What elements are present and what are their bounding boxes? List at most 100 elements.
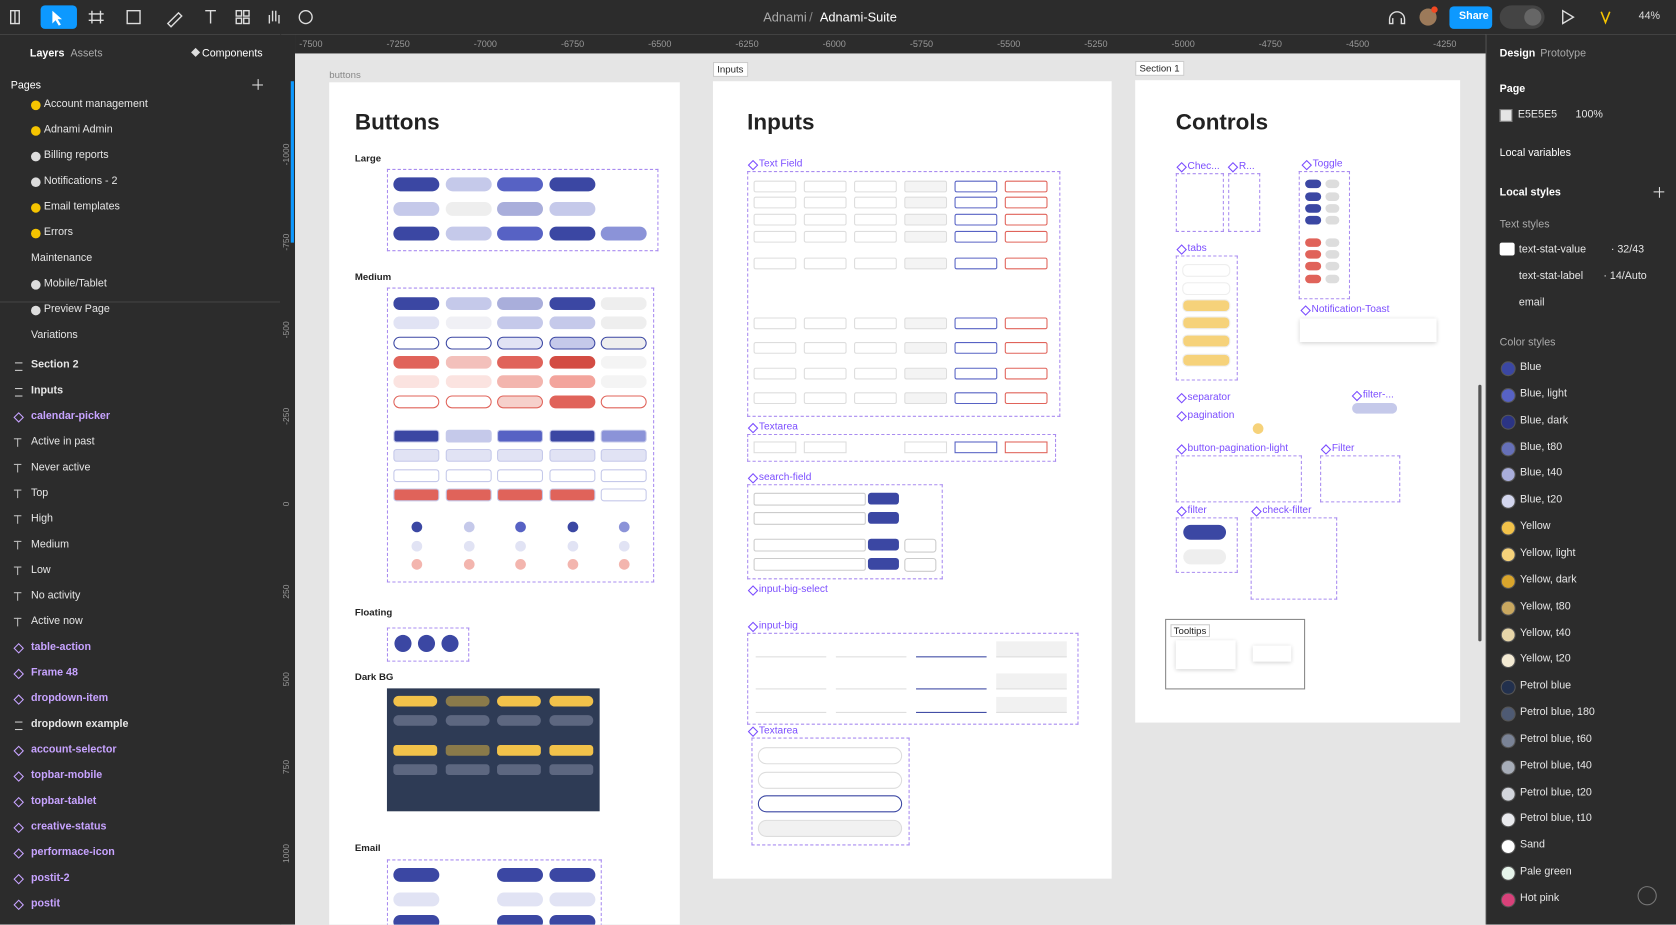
panel-tab[interactable]: Assets: [70, 48, 103, 60]
color-style[interactable]: Blue, t80: [1519, 440, 1563, 453]
color-swatch[interactable]: [1500, 440, 1516, 456]
layer-item[interactable]: dropdown-item: [30, 692, 109, 705]
component-label[interactable]: R...: [1238, 160, 1255, 173]
component-label[interactable]: filter: [1187, 504, 1207, 517]
color-style[interactable]: Petrol blue, t20: [1519, 786, 1592, 799]
color-style[interactable]: Petrol blue, t40: [1519, 759, 1592, 772]
tooltips-label[interactable]: Tooltips: [1170, 624, 1210, 638]
color-style[interactable]: Yellow, t40: [1519, 626, 1571, 639]
panel-tab[interactable]: Layers: [29, 48, 65, 60]
page-item[interactable]: Email templates: [43, 200, 120, 213]
page-item[interactable]: Account management: [43, 98, 148, 111]
frame-label[interactable]: buttons: [329, 69, 361, 81]
color-style[interactable]: Petrol blue, t60: [1519, 733, 1592, 745]
layer-item[interactable]: calendar-picker: [30, 410, 111, 423]
color-style[interactable]: Hot pink: [1519, 892, 1560, 905]
component-label[interactable]: Toggle: [1312, 158, 1343, 170]
color-style[interactable]: Yellow, t20: [1519, 653, 1571, 666]
component-label[interactable]: input-big: [758, 619, 798, 632]
layer-item[interactable]: Frame 48: [30, 666, 78, 679]
page-item[interactable]: Maintenance: [30, 252, 93, 265]
color-swatch[interactable]: [1500, 361, 1516, 377]
layer-item[interactable]: performace-icon: [30, 846, 115, 859]
color-swatch[interactable]: [1500, 626, 1516, 642]
color-style[interactable]: Blue, t20: [1519, 494, 1563, 506]
layer-item[interactable]: account-selector: [30, 743, 117, 756]
color-swatch[interactable]: [1500, 759, 1516, 775]
color-style[interactable]: Yellow: [1519, 520, 1551, 533]
color-swatch[interactable]: [1500, 653, 1516, 669]
color-style[interactable]: Sand: [1519, 839, 1545, 852]
color-swatch[interactable]: [1500, 573, 1516, 589]
color-swatch[interactable]: [1500, 414, 1516, 430]
color-style[interactable]: Petrol blue: [1519, 680, 1572, 692]
layer-item[interactable]: postit: [30, 897, 61, 910]
color-swatch[interactable]: [1500, 786, 1516, 802]
color-style[interactable]: Petrol blue, 180: [1519, 706, 1595, 719]
zoom-level[interactable]: 44%: [1638, 10, 1661, 23]
page-item[interactable]: Billing reports: [43, 149, 109, 162]
component-label[interactable]: pagination: [1187, 409, 1235, 422]
color-style[interactable]: Yellow, light: [1519, 547, 1576, 559]
layer-item[interactable]: Never active: [30, 461, 91, 474]
share-label[interactable]: Share: [1459, 10, 1489, 23]
color-style[interactable]: Blue, t40: [1519, 467, 1563, 480]
component-label[interactable]: button-pagination-light: [1187, 442, 1289, 455]
component-label[interactable]: Notification-Toast: [1311, 303, 1390, 316]
component-label[interactable]: Chec...: [1187, 160, 1220, 173]
avatar[interactable]: [1419, 8, 1437, 26]
layer-item[interactable]: topbar-mobile: [30, 769, 103, 782]
component-label[interactable]: search-field: [758, 471, 812, 484]
page-item[interactable]: Adnami Admin: [43, 123, 113, 136]
layer-item[interactable]: Low: [30, 564, 51, 577]
section-label[interactable]: Section 1: [1135, 60, 1184, 76]
color-swatch[interactable]: [1500, 387, 1516, 403]
color-style[interactable]: Blue, light: [1519, 387, 1567, 400]
color-style[interactable]: Yellow, dark: [1519, 573, 1577, 586]
layer-item[interactable]: Section 2: [30, 359, 79, 371]
page-item[interactable]: Errors: [43, 226, 73, 239]
color-swatch[interactable]: [1500, 520, 1516, 536]
add-style[interactable]: [1658, 187, 1660, 198]
file-name[interactable]: Adnami-Suite: [819, 9, 897, 25]
color-style[interactable]: Pale green: [1519, 865, 1572, 878]
layer-item[interactable]: creative-status: [30, 820, 107, 833]
layer-item[interactable]: dropdown example: [30, 718, 129, 731]
share-button[interactable]: [1449, 6, 1493, 29]
component-label[interactable]: check-filter: [1262, 504, 1312, 517]
color-swatch[interactable]: [1500, 839, 1516, 855]
color-swatch[interactable]: [1500, 892, 1516, 908]
layer-item[interactable]: Inputs: [30, 384, 64, 397]
local-variables[interactable]: Local variables: [1499, 147, 1571, 160]
layer-item[interactable]: Medium: [30, 538, 70, 551]
color-swatch[interactable]: [1500, 467, 1516, 483]
add-page[interactable]: [257, 79, 259, 90]
color-style[interactable]: Petrol blue, t10: [1519, 812, 1592, 825]
component-label[interactable]: Text Field: [758, 158, 803, 170]
page-swatch[interactable]: [1499, 109, 1513, 122]
text-style[interactable]: email: [1518, 297, 1545, 309]
page-item[interactable]: Variations: [30, 329, 78, 341]
color-swatch[interactable]: [1500, 680, 1516, 695]
layer-item[interactable]: Active now: [30, 615, 83, 628]
color-swatch[interactable]: [1500, 600, 1516, 616]
section-label[interactable]: Inputs: [712, 61, 748, 77]
layer-item[interactable]: table-action: [30, 641, 91, 654]
layer-item[interactable]: High: [30, 513, 53, 525]
color-swatch[interactable]: [1500, 547, 1516, 563]
color-style[interactable]: Blue: [1519, 361, 1542, 374]
help-button[interactable]: [1637, 886, 1657, 906]
text-style[interactable]: text-stat-value: [1518, 243, 1587, 256]
component-label[interactable]: Textarea: [758, 421, 798, 433]
page-item[interactable]: Preview Page: [43, 303, 110, 316]
text-style[interactable]: text-stat-label: [1518, 270, 1584, 283]
page-color[interactable]: E5E5E5: [1517, 109, 1558, 121]
layer-item[interactable]: postit-2: [30, 872, 70, 884]
components-menu[interactable]: Components: [202, 48, 263, 60]
component-label[interactable]: Filter: [1331, 442, 1355, 455]
page-opacity[interactable]: 100%: [1575, 109, 1603, 121]
page-item[interactable]: Mobile/Tablet: [43, 277, 107, 290]
color-swatch[interactable]: [1500, 812, 1516, 828]
color-style[interactable]: Yellow, t80: [1519, 600, 1571, 613]
color-swatch[interactable]: [1500, 733, 1516, 749]
